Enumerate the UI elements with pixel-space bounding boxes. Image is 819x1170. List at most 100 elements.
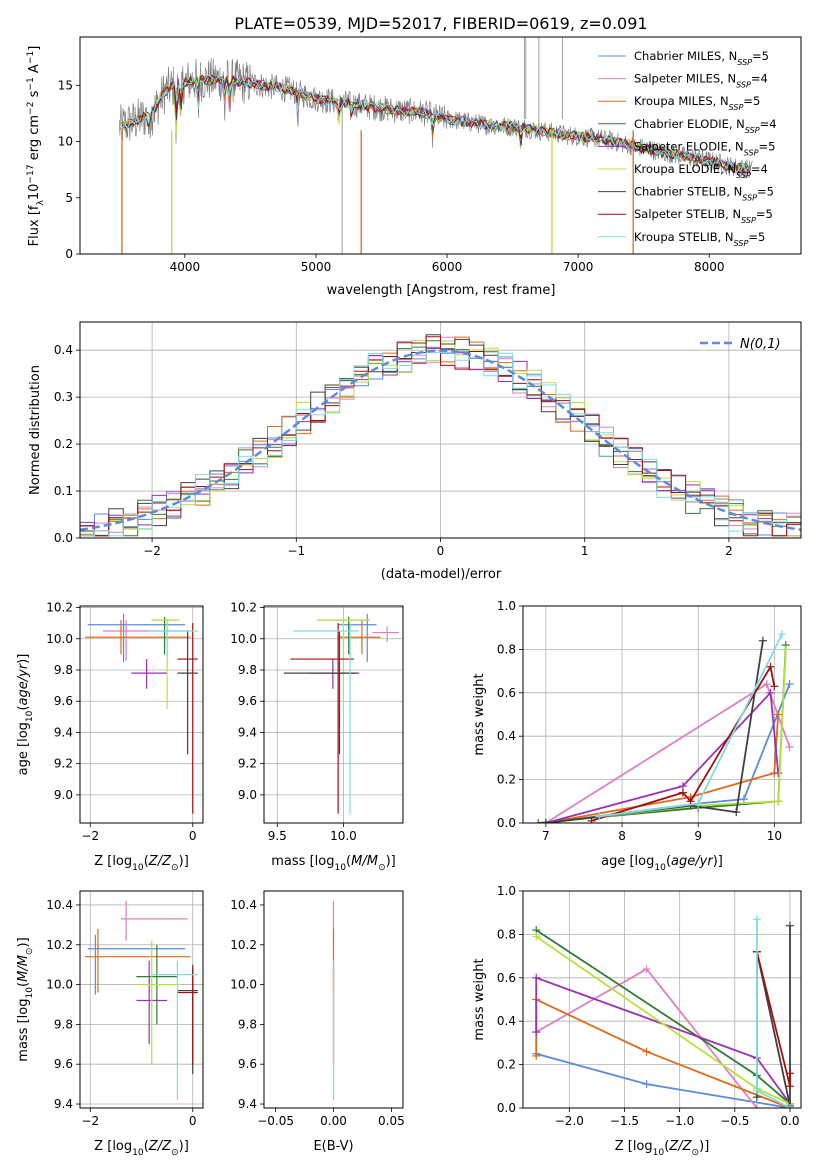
gauss-curve [80, 349, 801, 532]
tick-label-y: 0.3 [54, 390, 73, 404]
tick-label-x: −2 [81, 1114, 99, 1128]
axes-frame [79, 36, 802, 255]
x-axis-label-part: Z [log [94, 854, 132, 869]
y-axis-label-part: −1 [26, 77, 36, 90]
legend-label-part: Chabrier ELODIE, N [634, 117, 745, 131]
y-axis-label: mass weight [472, 958, 487, 1040]
tick-label-y: 0.6 [497, 686, 516, 700]
tick-label-x: −1.5 [610, 1114, 639, 1128]
tick-label-y: 9.2 [54, 757, 73, 771]
x-axis-label-part: )] [179, 854, 189, 869]
axes-residuals: −2 −1 0 1 2 0.0 0.1 0.2 0.3 0.4 N(0,1) (data-model)… [28, 321, 802, 582]
x-axis-label: Z [log10(Z/Z⊙)] [94, 854, 189, 873]
x-axis-label-part: 10 [132, 1148, 144, 1158]
y-axis-label-part: )] [16, 654, 31, 664]
tick-label-x: 2 [725, 544, 733, 558]
y-axis-label: Normed distribution [28, 365, 43, 495]
y-axis-label-part: ] [27, 46, 42, 51]
tick-label-x: 9.5 [268, 829, 287, 843]
y-axis-label-part: Flux [f [27, 205, 42, 246]
x-axis-label-part: )] [386, 854, 396, 869]
tick-label-y: 9.0 [54, 788, 73, 802]
legend-label-part: =4 [751, 72, 768, 86]
x-axis-label-part: age/yr [671, 854, 714, 869]
tick-label-x: −2 [81, 829, 99, 843]
y-axis-label: mass [log10(M/M⊙)] [16, 937, 35, 1061]
legend-label-part: Salpeter MILES, N [634, 72, 736, 86]
tick-label-y: 10.0 [46, 978, 73, 992]
y-axis-label-part: mass [log [16, 999, 31, 1062]
y-axis-label-part: 10 [27, 184, 42, 201]
y-axis-label-part: λ [36, 200, 46, 206]
plot-area-mass-weight-vs-age [534, 630, 794, 823]
mass-weight-line [535, 935, 791, 1105]
legend-label: Chabrier ELODIE, NSSP=4 [634, 117, 777, 135]
tick-label-y: 10.0 [46, 632, 73, 646]
legend-label-part: =5 [758, 139, 775, 153]
tick-label-y: 9.4 [238, 1097, 257, 1111]
tick-label-y: 9.8 [238, 1017, 257, 1031]
tick-label-y: 9.8 [238, 663, 257, 677]
axes-frame [263, 605, 404, 824]
y-axis-label-part: 10 [25, 987, 35, 999]
tick-label-x: −2 [143, 544, 161, 558]
y-axis-label-part: 10 [25, 710, 35, 722]
legend-label-part: =5 [756, 207, 773, 221]
legend-label-part: =5 [748, 230, 765, 244]
y-axis-label-part: −2 [26, 102, 36, 115]
tick-label-y: 9.2 [238, 757, 257, 771]
plot-area-age-vs-Z [85, 613, 198, 814]
y-axis-label: mass weight [472, 673, 487, 755]
legend-label: Salpeter STELIB, NSSP=5 [634, 207, 773, 225]
legend-label-part: =5 [757, 185, 774, 199]
tick-label-x: 1 [581, 544, 589, 558]
model-line [122, 74, 751, 174]
x-axis-label-part: 10 [653, 1148, 665, 1158]
tick-label-y: 10.2 [46, 601, 73, 615]
legend-label: Chabrier STELIB, NSSP=5 [634, 185, 774, 203]
x-axis-label-part: age [log [601, 854, 654, 869]
tick-label-x: −0.05 [257, 1114, 294, 1128]
x-axis-label-part: Z [log [615, 1139, 653, 1154]
y-axis-label-part: M/M [16, 955, 31, 982]
tick-label-y: 9.6 [54, 694, 73, 708]
x-axis-label: wavelength [Angstrom, rest frame] [327, 283, 556, 298]
tick-label-y: 0.0 [497, 816, 516, 830]
tick-label-x: 0.00 [320, 1114, 347, 1128]
x-axis-label-part: ( [664, 1139, 669, 1154]
tick-label-y: 0.2 [497, 1058, 516, 1072]
tick-label-y: 9.6 [54, 1057, 73, 1071]
axes-frame [522, 890, 802, 1109]
legend-label-part: Kroupa STELIB, N [634, 230, 734, 244]
tick-label-x: 0 [189, 829, 197, 843]
tick-label-y: 10.0 [230, 632, 257, 646]
legend-label-part: Salpeter ELODIE, N [634, 139, 744, 153]
x-axis-label: (data-model)/error [381, 567, 502, 582]
tick-label-y: 10.2 [230, 601, 257, 615]
legend-label-part: =5 [743, 94, 760, 108]
x-axis-label-part: ⊙ [378, 863, 386, 873]
tick-label-y: 0.4 [54, 343, 73, 357]
gauss-legend-label: N(0,1) [740, 337, 781, 352]
y-axis-label-part: −1 [26, 51, 36, 64]
x-axis-label-part: ( [666, 854, 671, 869]
model-line [122, 74, 751, 174]
legend-label-part: Salpeter STELIB, N [634, 207, 741, 221]
tick-label-x: −0.5 [720, 1114, 749, 1128]
y-axis-label-part: ( [16, 982, 31, 987]
legend-label: Kroupa MILES, NSSP=5 [634, 94, 760, 112]
y-axis-label-part: A [27, 64, 42, 77]
y-axis-label: Flux [fλ10−17 erg cm−2 s−1 A−1] [26, 46, 46, 247]
axes-mass-vs-EBV: −0.05 0.00 0.05 9.4 9.6 9.8 10.0 10.2 10.4 E(B-V) [230, 890, 405, 1154]
tick-label-y: 9.6 [238, 694, 257, 708]
axes-mass-vs-Z: −2 09.49.69.810.010.210.4Z [log10(Z/Z⊙)]m… [16, 890, 204, 1158]
tick-label-x: 7 [542, 829, 550, 843]
tick-label-x: −1.0 [665, 1114, 694, 1128]
legend-label-part: =5 [752, 49, 769, 63]
legend-label-part: =4 [751, 162, 768, 176]
tick-label-y: 0.8 [497, 927, 516, 941]
x-axis-label-part: Z/Z [148, 854, 172, 869]
x-axis-label: age [log10(age/yr)] [601, 854, 723, 873]
y-axis-label-part: ( [16, 705, 31, 710]
